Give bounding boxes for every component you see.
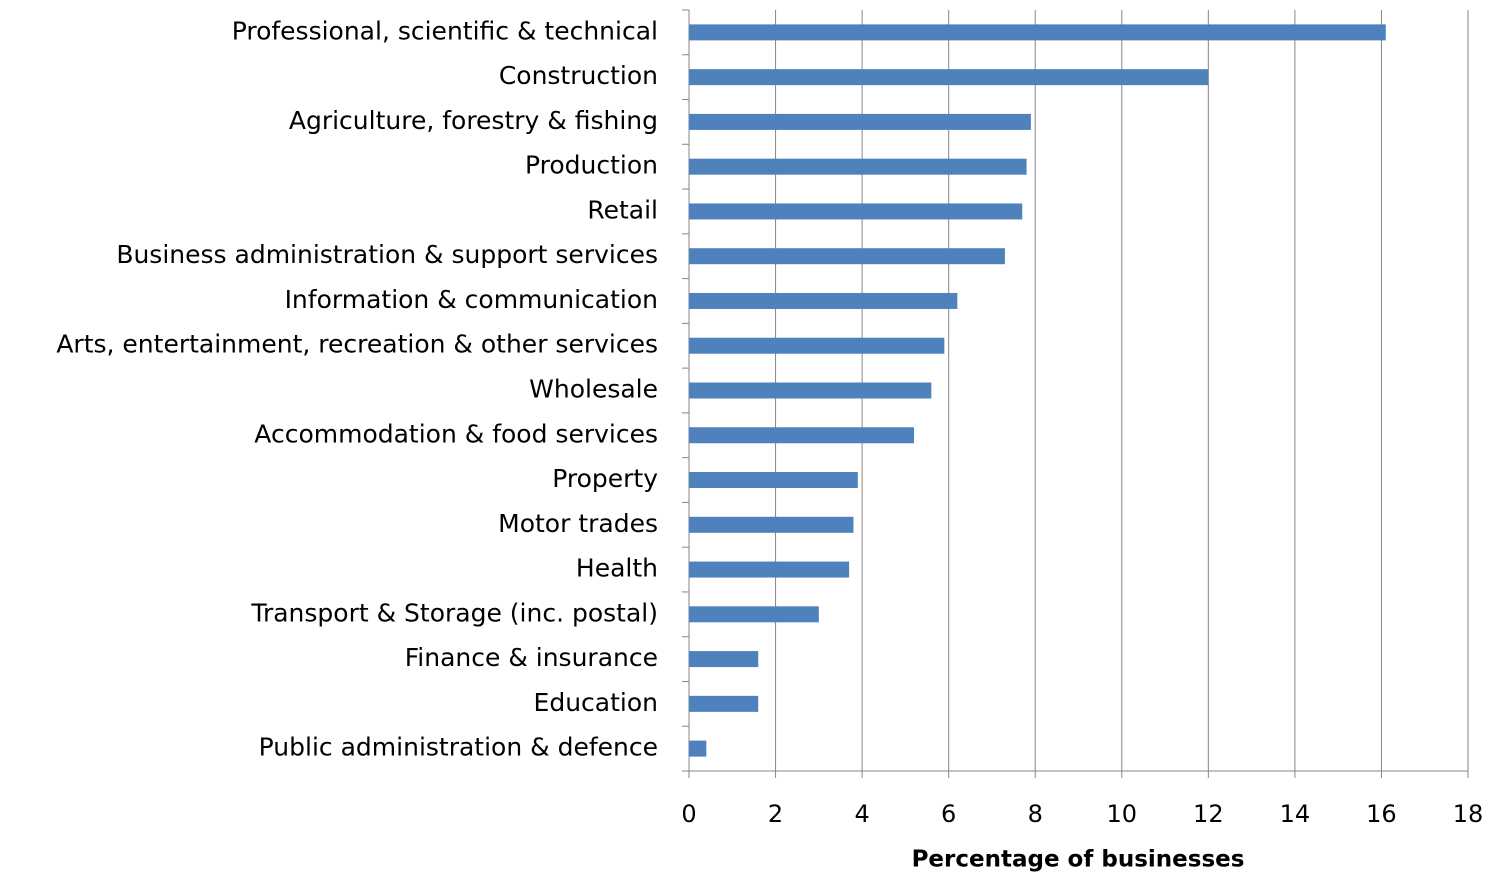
- x-tick-label: 18: [1453, 800, 1484, 828]
- y-tick-label: Wholesale: [529, 375, 658, 404]
- x-tick-label: 2: [768, 800, 783, 828]
- x-tick-label: 10: [1107, 800, 1138, 828]
- y-tick-label: Professional, scientific & technical: [232, 16, 658, 45]
- bar: [689, 516, 854, 533]
- x-tick-label: 14: [1280, 800, 1311, 828]
- y-tick-label: Motor trades: [498, 509, 658, 538]
- bar: [689, 337, 945, 354]
- y-tick-label: Property: [552, 464, 658, 493]
- x-tick-label: 6: [941, 800, 956, 828]
- bar: [689, 427, 915, 444]
- bar: [689, 248, 1005, 265]
- x-tick-label: 16: [1366, 800, 1397, 828]
- bar: [689, 113, 1031, 130]
- y-tick-label: Health: [576, 554, 658, 583]
- y-tick-label: Retail: [587, 195, 658, 224]
- x-axis-title: Percentage of businesses: [912, 847, 1245, 873]
- bar: [689, 740, 707, 757]
- y-tick-label: Public administration & defence: [259, 733, 658, 762]
- bar: [689, 292, 958, 309]
- y-tick-label: Accommodation & food services: [254, 419, 658, 448]
- bar: [689, 695, 759, 712]
- y-tick-label: Information & communication: [285, 285, 658, 314]
- bar: [689, 24, 1386, 41]
- y-tick-label: Agriculture, forestry & fishing: [289, 106, 658, 135]
- x-tick-label: 12: [1193, 800, 1224, 828]
- y-tick-label: Education: [534, 688, 658, 717]
- y-tick-label: Finance & insurance: [405, 643, 658, 672]
- bar: [689, 651, 759, 668]
- bar: [689, 472, 858, 489]
- y-tick-label: Business administration & support servic…: [116, 240, 658, 269]
- y-tick-label: Arts, entertainment, recreation & other …: [56, 330, 658, 359]
- y-tick-label: Transport & Storage (inc. postal): [250, 598, 658, 627]
- y-tick-label: Construction: [499, 61, 658, 90]
- bar: [689, 158, 1027, 175]
- x-tick-label: 0: [681, 800, 696, 828]
- bar: [689, 606, 819, 623]
- x-tick-label: 8: [1028, 800, 1043, 828]
- x-tick-label: 4: [854, 800, 869, 828]
- bar: [689, 382, 932, 399]
- bar: [689, 203, 1023, 220]
- y-tick-label: Production: [525, 151, 658, 180]
- bar: [689, 69, 1209, 86]
- bar: [689, 561, 850, 578]
